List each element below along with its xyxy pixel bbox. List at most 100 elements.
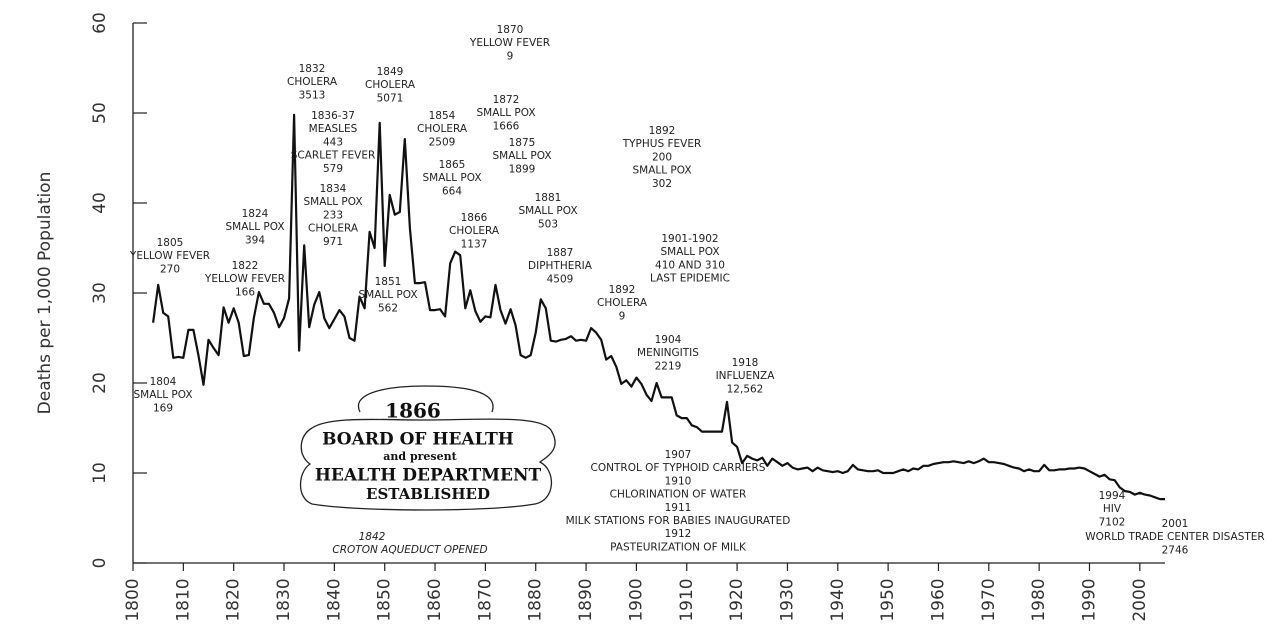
annotation: 200 <box>652 151 672 163</box>
annotation: MEASLES <box>309 123 358 135</box>
annotation: CHOLERA <box>417 123 468 135</box>
x-tick-label: 1840 <box>324 578 344 621</box>
x-tick-label: 1920 <box>727 578 747 621</box>
annotation: YELLOW FEVER <box>204 273 285 285</box>
board-of-health-banner: 1866 BOARD OF HEALTH and present HEALTH … <box>299 385 556 511</box>
y-tick-label: 0 <box>90 558 110 569</box>
annotation: WORLD TRADE CENTER DISASTER <box>1085 531 1264 543</box>
annotation: 3513 <box>299 89 326 101</box>
annotation: CHOLERA <box>365 79 416 91</box>
annotation: CHOLERA <box>449 225 500 237</box>
annotation: 1887 <box>547 247 574 259</box>
annotation: CHLORINATION OF WATER <box>610 489 747 501</box>
annotation: SMALL POX <box>492 150 551 162</box>
x-tick-label: 1810 <box>173 578 193 621</box>
x-tick-label: 1940 <box>828 578 848 621</box>
annotation: 1834 <box>320 183 347 195</box>
annotation: SMALL POX <box>422 172 481 184</box>
y-tick-label: 60 <box>90 12 110 34</box>
annotation: 1901-1902 <box>661 233 718 245</box>
annotation: 443 <box>323 136 343 148</box>
x-tick-label: 1860 <box>425 578 445 621</box>
annotation: SMALL POX <box>660 246 719 258</box>
annotation: INFLUENZA <box>716 370 776 382</box>
annotation: CHOLERA <box>308 223 359 235</box>
annotation: 12,562 <box>727 383 764 395</box>
annotation: 503 <box>538 218 558 230</box>
y-tick-label: 40 <box>90 192 110 214</box>
annotation: SMALL POX <box>518 205 577 217</box>
annotation: DIPHTHERIA <box>528 260 593 272</box>
y-tick-label: 10 <box>90 462 110 484</box>
x-tick-label: 1950 <box>878 578 898 621</box>
annotation: 1666 <box>493 120 520 132</box>
annotation: 1912 <box>665 528 692 540</box>
board-line: and present <box>383 450 457 463</box>
annotation: 1892 <box>649 125 676 137</box>
banner-outline <box>299 418 556 511</box>
x-tick-label: 1870 <box>475 578 495 621</box>
annotation: 233 <box>323 209 343 221</box>
annotation: 1911 <box>665 502 692 514</box>
annotation: CONTROL OF TYPHOID CARRIERS <box>591 462 766 474</box>
annotation: 1904 <box>655 334 682 346</box>
annotation: HIV <box>1103 503 1122 515</box>
annotation: 1881 <box>535 192 562 204</box>
annotation: 1910 <box>665 475 692 487</box>
croton-text: CROTON AQUEDUCT OPENED <box>332 544 487 556</box>
annotation: PASTEURIZATION OF MILK <box>610 541 747 553</box>
x-tick-label: 1960 <box>928 578 948 621</box>
annotation: 7102 <box>1099 516 1126 528</box>
annotation: 1865 <box>439 159 466 171</box>
annotation: 1899 <box>509 163 536 175</box>
x-tick-label: 1850 <box>375 578 395 621</box>
annotation: 562 <box>378 302 398 314</box>
x-tick-label: 1900 <box>626 578 646 621</box>
annotation: SMALL POX <box>632 165 691 177</box>
x-tick-label: 1980 <box>1029 578 1049 621</box>
annotation: YELLOW FEVER <box>469 37 550 49</box>
y-tick-label: 20 <box>90 372 110 394</box>
annotation: 579 <box>323 163 343 175</box>
y-tick-label: 50 <box>90 102 110 124</box>
annotation: 2746 <box>1162 544 1189 556</box>
annotation: 1849 <box>377 66 404 78</box>
annotation: 410 AND 310 <box>655 259 725 271</box>
annotation: 1824 <box>242 208 269 220</box>
x-tick-label: 1910 <box>677 578 697 621</box>
annotation: CHOLERA <box>287 76 338 88</box>
y-tick-label: 30 <box>90 282 110 304</box>
annotation: SMALL POX <box>133 389 192 401</box>
croton-year: 1842 <box>359 531 386 543</box>
annotation: 166 <box>235 286 255 298</box>
annotation: 2001 <box>1162 518 1189 530</box>
annotation: 1836-37 <box>311 110 355 122</box>
annotation: 1892 <box>609 284 636 296</box>
annotation: SMALL POX <box>358 289 417 301</box>
board-year: 1866 <box>385 399 441 423</box>
annotation: 394 <box>245 234 265 246</box>
annotation: 270 <box>160 263 180 275</box>
y-axis-label: Deaths per 1,000 Population <box>35 172 55 415</box>
annotation: SMALL POX <box>225 221 284 233</box>
banner-scroll <box>357 385 494 413</box>
annotation: 1866 <box>461 212 488 224</box>
board-line: ESTABLISHED <box>366 485 490 503</box>
annotation: SMALL POX <box>303 196 362 208</box>
annotation: 664 <box>442 185 462 197</box>
annotation: LAST EPIDEMIC <box>650 273 730 285</box>
data-line <box>152 113 1165 501</box>
x-tick-label: 1930 <box>777 578 797 621</box>
x-tick-label: 1890 <box>576 578 596 621</box>
annotation: 1832 <box>299 63 326 75</box>
annotation: 9 <box>619 310 626 322</box>
annotation: 4509 <box>547 273 574 285</box>
annotation: 1822 <box>232 260 259 272</box>
annotation: 302 <box>652 178 672 190</box>
annotation: 1851 <box>375 276 402 288</box>
annotation: 2509 <box>429 136 456 148</box>
annotation: 1854 <box>429 110 456 122</box>
board-line: HEALTH DEPARTMENT <box>315 466 542 486</box>
annotation: TYPHUS FEVER <box>622 138 702 150</box>
